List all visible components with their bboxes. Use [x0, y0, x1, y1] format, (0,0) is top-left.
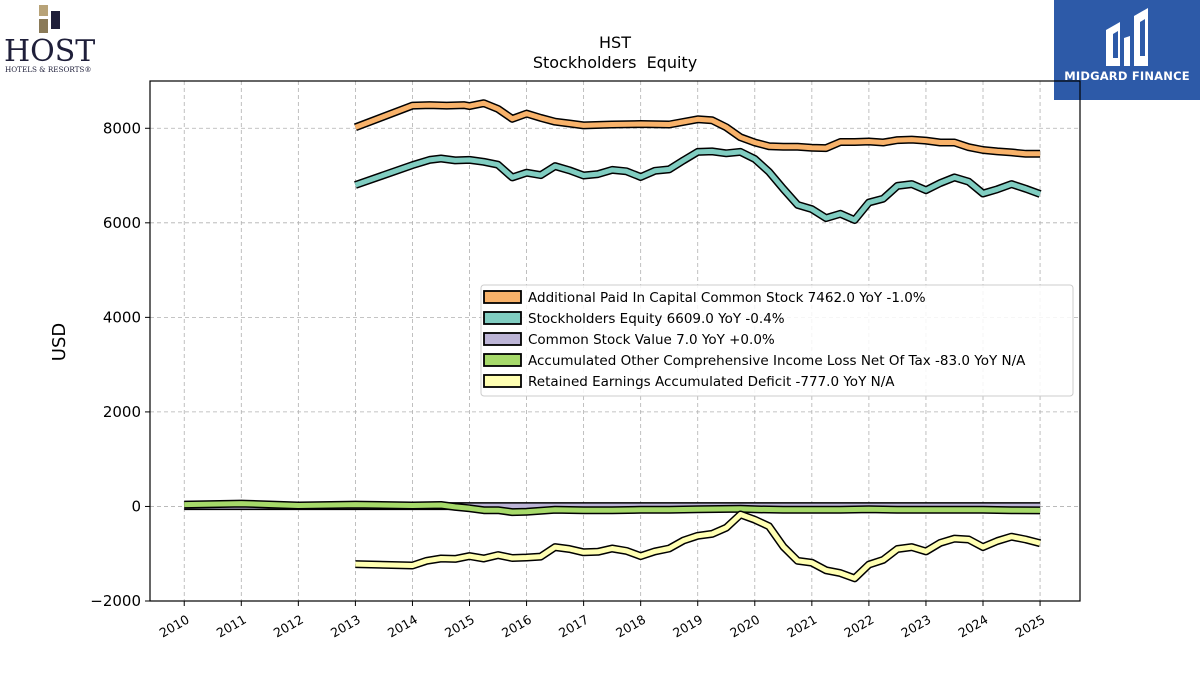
x-tick-label: 2016 [499, 612, 534, 641]
y-axis-label: USD [49, 323, 70, 361]
series-line-3 [184, 501, 1041, 515]
x-tick-label: 2015 [442, 612, 477, 641]
y-tick-label: 0 [131, 497, 141, 515]
legend-label-2: Common Stock Value 7.0 YoY +0.0% [528, 332, 775, 348]
y-tick-label: 2000 [103, 403, 141, 421]
host-brand-tagline: HOTELS & RESORTS® [5, 65, 92, 74]
x-tick-label: 2014 [385, 612, 420, 641]
midgard-finance-logo: MIDGARD FINANCE [1054, 0, 1200, 100]
chart-title: HST [599, 33, 631, 52]
y-tick-label: 8000 [103, 119, 141, 137]
plot-frame [149, 80, 1081, 602]
midgard-brand-name: MIDGARD FINANCE [1064, 69, 1190, 83]
legend: Additional Paid In Capital Common Stock … [480, 284, 1074, 397]
host-emblem-icon [39, 5, 60, 33]
host-brand-name: HOST [4, 34, 95, 69]
x-tick-label: 2013 [328, 612, 363, 641]
x-tick-label: 2019 [670, 612, 705, 641]
legend-label-1: Stockholders Equity 6609.0 YoY -0.4% [528, 311, 785, 327]
x-tick-label: 2025 [1013, 612, 1048, 641]
x-tick-label: 2018 [613, 612, 648, 641]
x-tick-label: 2011 [214, 612, 249, 641]
legend-swatch-0 [483, 290, 522, 304]
legend-label-3: Accumulated Other Comprehensive Income L… [528, 353, 1026, 369]
y-tick-label: 4000 [103, 308, 141, 326]
x-tick-label: 2021 [784, 612, 819, 641]
x-tick-label: 2024 [955, 612, 990, 641]
legend-swatch-3 [483, 353, 522, 367]
legend-box [480, 284, 1074, 397]
x-tick-label: 2017 [556, 612, 591, 641]
series-line-1 [354, 148, 1041, 223]
host-hotels-logo: HOST HOTELS & RESORTS® [4, 4, 104, 76]
x-tick-label: 2010 [157, 612, 192, 641]
legend-label-4: Retained Earnings Accumulated Deficit -7… [528, 374, 895, 390]
y-tick-label: 6000 [103, 214, 141, 232]
series-line-4 [355, 512, 1041, 581]
x-tick-label: 2020 [727, 612, 762, 641]
x-tick-label: 2023 [898, 612, 933, 641]
legend-label-0: Additional Paid In Capital Common Stock … [528, 290, 926, 306]
midgard-emblem-icon [1106, 8, 1148, 66]
legend-swatch-2 [483, 332, 522, 346]
series-layer [184, 99, 1042, 583]
legend-swatch-4 [483, 374, 522, 388]
chart-subtitle: Stockholders Equity [533, 53, 697, 72]
x-tick-label: 2012 [271, 612, 306, 641]
legend-swatch-1 [483, 311, 522, 325]
y-tick-label: −2000 [90, 592, 141, 610]
series-line-0 [354, 100, 1041, 157]
x-tick-label: 2022 [841, 612, 876, 641]
